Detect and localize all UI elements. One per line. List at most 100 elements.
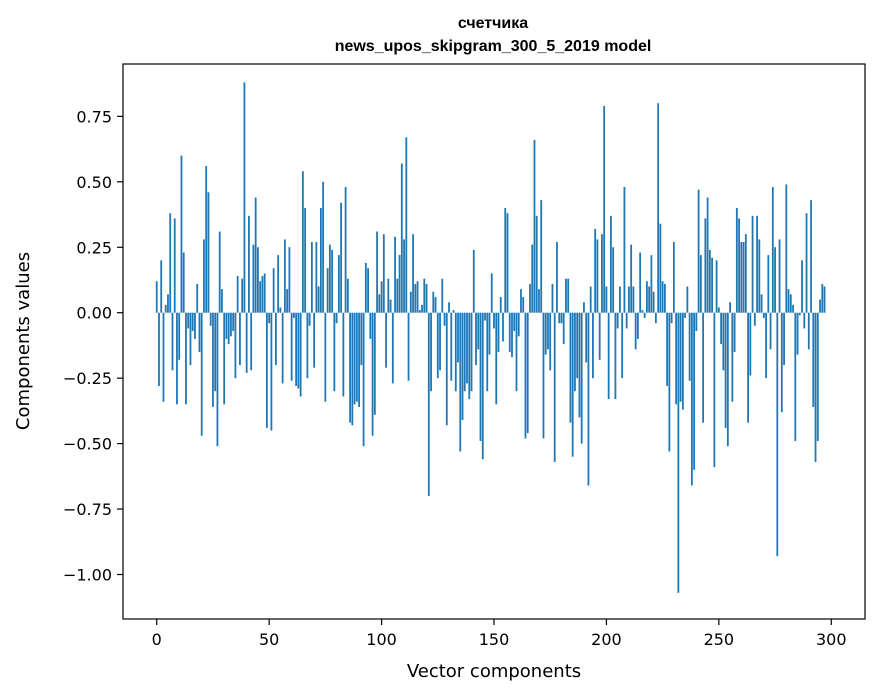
bar-293 bbox=[814, 312, 817, 462]
bar-158 bbox=[511, 312, 513, 358]
bar-23 bbox=[207, 192, 210, 313]
bar-97 bbox=[373, 312, 376, 415]
bar-38 bbox=[241, 278, 244, 313]
bar-100 bbox=[380, 281, 383, 313]
bar-115 bbox=[414, 283, 417, 313]
bar-105 bbox=[391, 312, 394, 384]
bar-51 bbox=[270, 312, 273, 431]
bar-31 bbox=[225, 312, 228, 339]
bar-162 bbox=[520, 289, 522, 313]
bar-249 bbox=[715, 260, 718, 313]
bar-186 bbox=[574, 312, 576, 392]
bar-90 bbox=[358, 312, 360, 407]
bar-15 bbox=[189, 312, 192, 366]
chart-subtitle: news_upos_skipgram_300_5_2019 model bbox=[335, 38, 652, 55]
bar-18 bbox=[196, 283, 199, 313]
bar-142 bbox=[475, 312, 477, 366]
y-tick-label: 0.25 bbox=[76, 238, 112, 257]
bar-198 bbox=[601, 234, 603, 313]
bar-101 bbox=[382, 234, 385, 313]
bar-232 bbox=[677, 312, 680, 593]
bar-234 bbox=[681, 312, 684, 410]
y-axis-ticks: 0.75 0.50 0.25 0.00 −0.25 −0.50 −0.75 −1.00 bbox=[63, 107, 123, 584]
bar-170 bbox=[538, 289, 540, 313]
bar-98 bbox=[376, 231, 378, 313]
y-tick-label: 0.00 bbox=[76, 304, 112, 323]
bar-219 bbox=[648, 286, 651, 313]
bar-244 bbox=[704, 218, 707, 313]
bar-14 bbox=[187, 312, 190, 329]
x-axis-ticks: 0 50 100 150 200 250 300 bbox=[152, 619, 847, 649]
bar-63 bbox=[297, 312, 300, 389]
bar-20 bbox=[200, 312, 203, 436]
bar-257 bbox=[733, 312, 736, 352]
bar-6 bbox=[169, 213, 172, 313]
bar-166 bbox=[529, 283, 531, 313]
bar-125 bbox=[436, 312, 439, 379]
bar-263 bbox=[747, 312, 749, 423]
bar-197 bbox=[598, 312, 601, 360]
bar-124 bbox=[434, 297, 437, 313]
bar-131 bbox=[450, 312, 453, 381]
bar-36 bbox=[236, 276, 239, 313]
bar-229 bbox=[670, 312, 673, 324]
x-tick-label: 50 bbox=[259, 630, 279, 649]
bar-132 bbox=[452, 310, 455, 313]
bar-71 bbox=[315, 242, 318, 313]
x-tick-label: 250 bbox=[704, 630, 735, 649]
bar-195 bbox=[594, 228, 597, 313]
bar-292 bbox=[812, 312, 815, 407]
bar-248 bbox=[713, 312, 716, 468]
bar-182 bbox=[565, 278, 567, 313]
bar-279 bbox=[783, 312, 785, 366]
bar-47 bbox=[261, 276, 264, 313]
bar-168 bbox=[533, 139, 536, 313]
bar-128 bbox=[443, 312, 446, 326]
bar-53 bbox=[275, 312, 277, 366]
bar-41 bbox=[248, 215, 250, 313]
bar-260 bbox=[740, 242, 743, 313]
bar-270 bbox=[762, 312, 765, 318]
bar-228 bbox=[668, 312, 671, 452]
bar-273 bbox=[769, 312, 772, 350]
bar-280 bbox=[785, 184, 788, 313]
bar-202 bbox=[610, 215, 612, 313]
bar-218 bbox=[646, 281, 648, 313]
bar-173 bbox=[544, 312, 547, 355]
bar-40 bbox=[245, 312, 248, 373]
bar-296 bbox=[821, 283, 824, 313]
bar-106 bbox=[394, 236, 396, 313]
bar-11 bbox=[180, 155, 183, 313]
bar-111 bbox=[405, 137, 408, 313]
bar-181 bbox=[562, 312, 565, 345]
bar-256 bbox=[731, 312, 734, 402]
bar-33 bbox=[230, 312, 232, 337]
y-tick-label: −1.00 bbox=[63, 565, 112, 584]
bar-135 bbox=[459, 312, 462, 452]
bar-225 bbox=[661, 281, 664, 313]
bar-203 bbox=[612, 247, 615, 313]
x-tick-label: 150 bbox=[479, 630, 510, 649]
bar-156 bbox=[506, 213, 509, 313]
bar-118 bbox=[421, 304, 423, 313]
bar-297 bbox=[823, 286, 826, 313]
bar-159 bbox=[513, 312, 516, 332]
bar-253 bbox=[724, 312, 727, 428]
bar-109 bbox=[400, 163, 403, 313]
bar-157 bbox=[508, 312, 511, 352]
bar-114 bbox=[412, 234, 414, 313]
bar-26 bbox=[214, 312, 217, 392]
bar-281 bbox=[787, 289, 790, 313]
bar-287 bbox=[801, 260, 803, 313]
bar-16 bbox=[191, 312, 194, 332]
bar-99 bbox=[378, 294, 381, 313]
bar-171 bbox=[540, 200, 543, 313]
bar-94 bbox=[367, 268, 369, 313]
bar-176 bbox=[551, 283, 554, 313]
bar-251 bbox=[720, 312, 722, 345]
bar-175 bbox=[549, 312, 552, 371]
bar-200 bbox=[605, 286, 608, 313]
x-axis-label: Vector components bbox=[407, 661, 581, 682]
bar-215 bbox=[639, 252, 642, 313]
bar-119 bbox=[423, 278, 426, 313]
